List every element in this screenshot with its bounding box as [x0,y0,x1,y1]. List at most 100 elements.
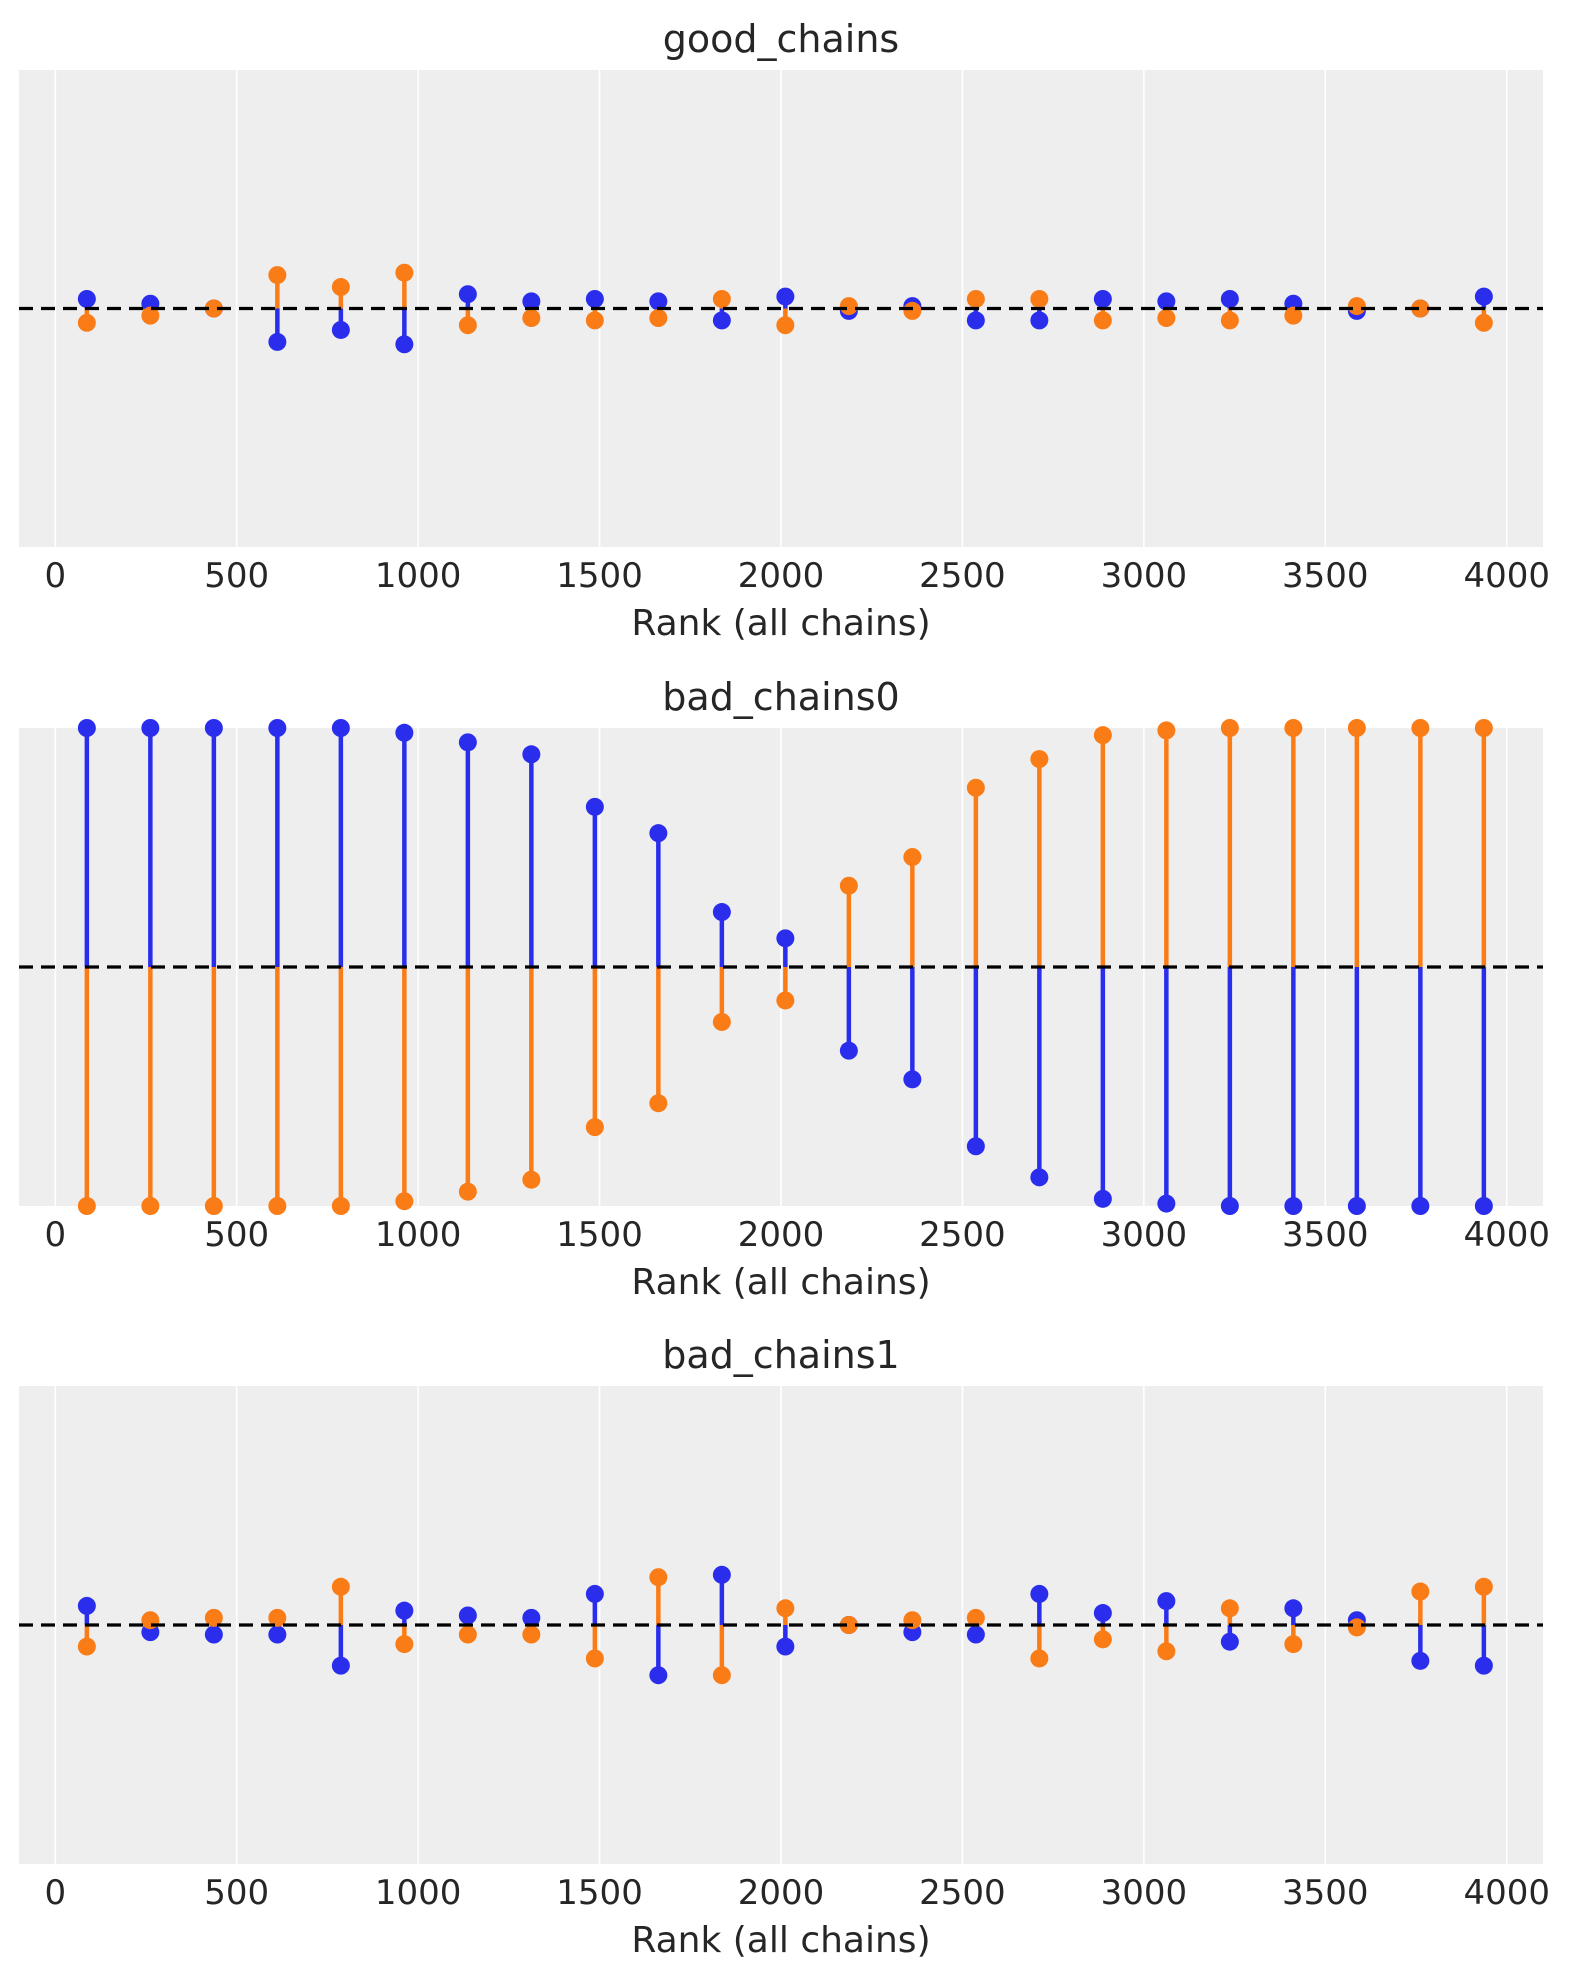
point-series-1 [966,778,985,797]
x-tick-label: 2500 [919,1873,1006,1913]
point-series-0 [141,719,160,737]
chart-title: bad_chains0 [662,675,899,719]
x-tick-label: 500 [204,1873,269,1913]
x-tick-label: 4000 [1463,1873,1550,1913]
point-series-0 [522,292,541,311]
x-tick-label: 1500 [556,1215,643,1255]
point-series-0 [903,1070,922,1089]
point-series-0 [1030,1584,1049,1603]
point-series-0 [522,1608,541,1627]
point-series-0 [77,1596,96,1615]
point-series-1 [585,311,604,330]
x-tick-label: 3500 [1282,556,1369,596]
point-series-1 [1220,1599,1239,1618]
point-series-1 [268,266,287,285]
point-series-0 [331,719,350,737]
point-series-1 [776,1599,795,1618]
point-series-1 [585,1118,604,1137]
point-series-0 [1093,1604,1112,1623]
point-series-1 [839,876,858,895]
point-series-1 [1220,311,1239,330]
point-series-0 [1347,1197,1366,1215]
point-series-0 [649,1666,668,1685]
point-series-1 [395,1635,414,1654]
point-series-1 [1474,719,1493,737]
point-series-1 [77,313,96,332]
panel-bad-chains0: bad_chains0 0 500 1000 1500 2000 2500 3000 3500 4… [19,675,1550,1303]
point-series-0 [204,719,223,737]
point-series-1 [395,1192,414,1211]
point-series-1 [1030,750,1049,769]
point-series-1 [1284,1635,1303,1654]
point-series-0 [77,719,96,737]
point-series-1 [331,1577,350,1596]
point-series-0 [77,289,96,308]
point-series-1 [141,1197,160,1215]
x-tick-label: 2000 [738,1215,825,1255]
point-series-1 [1347,719,1366,737]
point-series-0 [458,1606,477,1625]
point-series-0 [268,332,287,351]
x-tick-label: 1500 [556,556,643,596]
point-series-1 [1220,719,1239,737]
x-tick-label: 1000 [375,556,462,596]
point-series-1 [1347,1618,1366,1637]
point-series-0 [712,311,731,330]
point-series-0 [522,745,541,764]
x-tick-label: 3500 [1282,1215,1369,1255]
point-series-1 [1157,1642,1176,1661]
point-series-1 [1411,719,1430,737]
x-axis-label: Rank (all chains) [631,1262,930,1303]
point-series-0 [1220,289,1239,308]
point-series-0 [966,311,985,330]
point-series-0 [1411,1651,1430,1670]
point-series-0 [1093,1189,1112,1208]
point-series-0 [839,1041,858,1060]
point-series-0 [268,1625,287,1644]
point-series-1 [522,1170,541,1189]
point-series-0 [649,824,668,843]
x-tick-label: 1500 [556,1873,643,1913]
point-series-1 [1284,306,1303,325]
point-series-0 [1284,1599,1303,1618]
chart-title: good_chains [663,17,899,61]
point-series-1 [649,1094,668,1113]
point-series-0 [1474,1197,1493,1215]
point-series-1 [1030,289,1049,308]
x-tick-label: 2000 [738,556,825,596]
point-series-0 [585,289,604,308]
point-series-1 [522,309,541,328]
point-series-0 [776,929,795,948]
point-series-1 [268,1197,287,1215]
point-series-0 [712,1565,731,1584]
point-series-1 [966,1608,985,1627]
point-series-1 [649,309,668,328]
point-series-0 [966,1137,985,1156]
point-series-0 [966,1625,985,1644]
point-series-0 [1157,1194,1176,1213]
point-series-0 [776,1637,795,1656]
x-tick-label: 0 [44,1873,66,1913]
point-series-1 [712,1012,731,1031]
x-tick-label: 500 [204,556,269,596]
point-series-1 [522,1625,541,1644]
point-series-1 [458,1625,477,1644]
point-series-1 [776,316,795,335]
x-tick-label: 2500 [919,1215,1006,1255]
point-series-1 [77,1637,96,1656]
point-series-1 [1157,721,1176,740]
point-series-1 [458,316,477,335]
x-tick-label: 3000 [1101,1873,1188,1913]
point-series-1 [712,1666,731,1685]
point-series-1 [903,301,922,320]
point-series-0 [1030,311,1049,330]
point-series-1 [204,1608,223,1627]
panel-good-chains: good_chains 0 500 1000 1500 2000 2500 3000 3500 4… [19,17,1550,644]
point-series-0 [712,903,731,922]
point-series-0 [585,1584,604,1603]
point-series-1 [1411,299,1430,318]
point-series-0 [1030,1168,1049,1187]
point-series-1 [903,848,922,867]
